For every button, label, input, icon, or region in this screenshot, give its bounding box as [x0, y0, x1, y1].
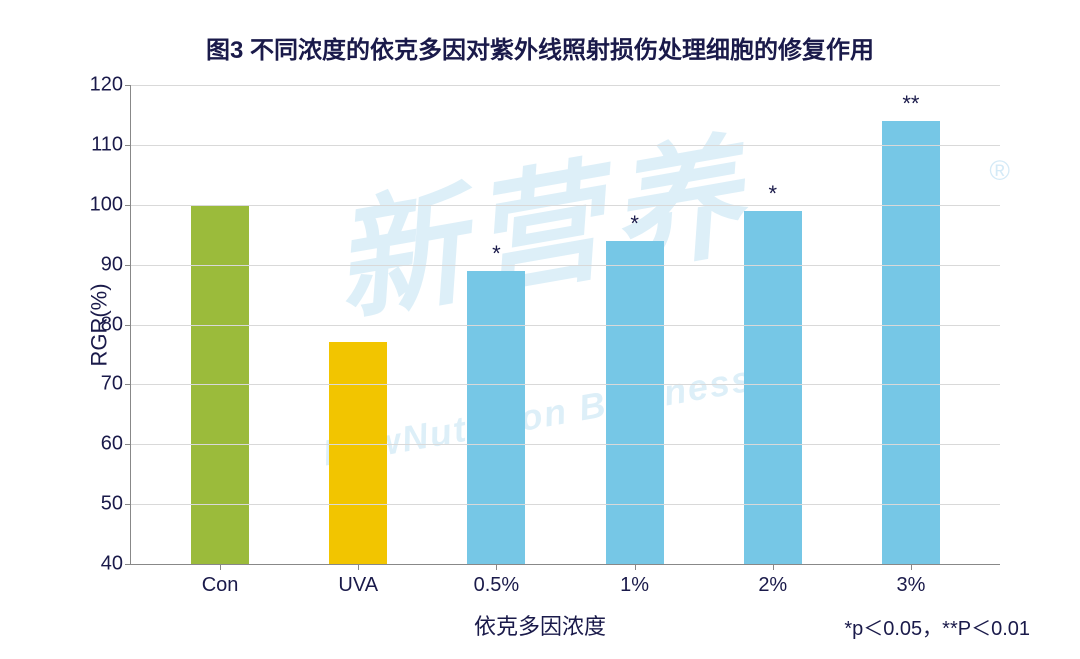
xtick-mark: [358, 564, 359, 570]
bar: *: [467, 271, 525, 564]
bar: [329, 342, 387, 564]
gridline: [131, 325, 1000, 326]
ytick-label: 100: [90, 193, 131, 216]
significance-footnote: *p＜0.05，**P＜0.01: [844, 612, 1030, 641]
ytick-label: 40: [101, 553, 131, 576]
plot-area-wrap: 新营养 NewNutrition Business ® RGR(%) ConUV…: [130, 85, 1000, 565]
gridline: [131, 205, 1000, 206]
gridline: [131, 145, 1000, 146]
gridline: [131, 444, 1000, 445]
bar: **: [882, 121, 940, 564]
ytick-label: 80: [101, 313, 131, 336]
ytick-label: 70: [101, 373, 131, 396]
ytick-label: 110: [91, 133, 131, 156]
xtick-mark: [635, 564, 636, 570]
ytick-label: 90: [101, 253, 131, 276]
gridline: [131, 265, 1000, 266]
plot-area: ConUVA*0.5%*1%*2%**3% 405060708090100110…: [130, 85, 1000, 565]
xtick-mark: [220, 564, 221, 570]
gridline: [131, 384, 1000, 385]
bar-annotation: **: [902, 91, 919, 121]
bar-annotation: *: [768, 181, 777, 211]
xtick-mark: [773, 564, 774, 570]
chart-container: 图3 不同浓度的依克多因对紫外线照射损伤处理细胞的修复作用 新营养 NewNut…: [0, 0, 1080, 659]
ytick-label: 120: [90, 74, 131, 97]
gridline: [131, 85, 1000, 86]
xtick-mark: [496, 564, 497, 570]
bar-annotation: *: [492, 241, 501, 271]
bar: *: [606, 241, 664, 564]
bar-annotation: *: [630, 211, 639, 241]
x-axis-label: 依克多因浓度: [474, 609, 606, 641]
ytick-label: 60: [101, 433, 131, 456]
xtick-mark: [911, 564, 912, 570]
gridline: [131, 504, 1000, 505]
chart-title: 图3 不同浓度的依克多因对紫外线照射损伤处理细胞的修复作用: [40, 30, 1040, 65]
ytick-label: 50: [101, 493, 131, 516]
